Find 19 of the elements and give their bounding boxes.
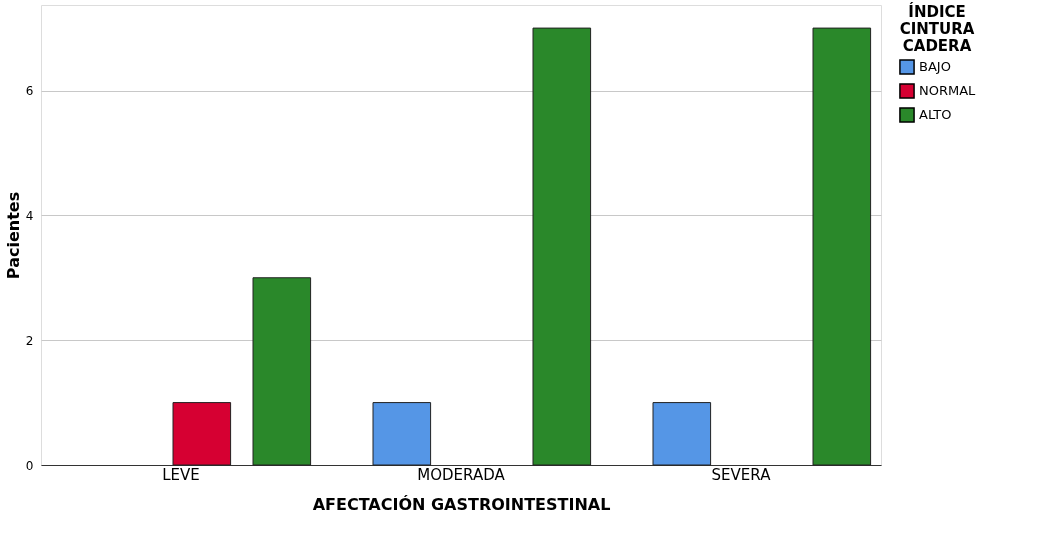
bar: [652, 402, 712, 466]
legend-title: ÍNDICE CINTURA CADERA: [899, 2, 975, 55]
y-tick-label: 0: [25, 458, 34, 473]
bar: [252, 277, 312, 466]
y-axis-title: Pacientes: [3, 191, 23, 280]
legend-label: BAJO: [919, 59, 951, 74]
x-tick-label: LEVE: [162, 465, 200, 484]
y-tick-label: 6: [25, 84, 34, 99]
x-tick-label: MODERADA: [417, 465, 506, 484]
y-tick-label: 4: [25, 208, 34, 223]
y-tick-label: 2: [25, 333, 34, 348]
bar: [172, 402, 232, 466]
bar: [812, 27, 872, 466]
x-axis-title: AFECTACIÓN GASTROINTESTINAL: [312, 494, 611, 514]
legend-label: ALTO: [919, 107, 952, 122]
legend-label: NORMAL: [919, 83, 977, 98]
x-tick-label: SEVERA: [711, 465, 772, 484]
bar: [532, 27, 592, 466]
bar: [372, 402, 432, 466]
